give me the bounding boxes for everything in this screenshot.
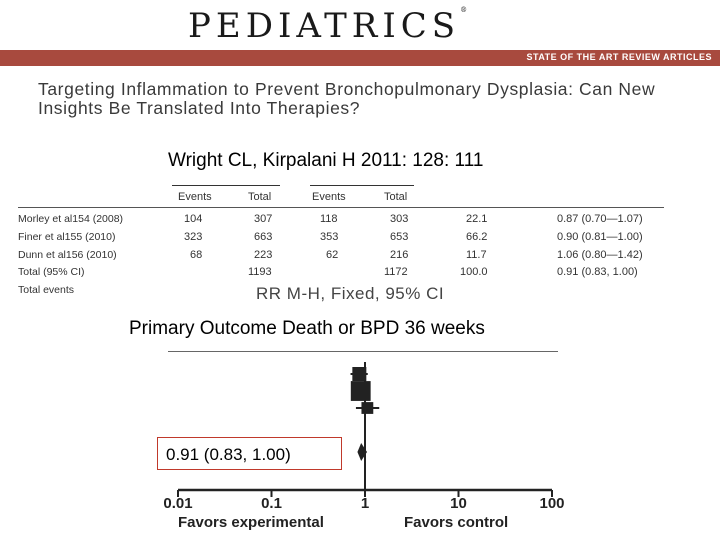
table-rule [18, 207, 664, 208]
events-exp: 323 [184, 231, 203, 243]
citation: Wright CL, Kirpalani H 2011: 128: 111 [168, 150, 484, 171]
journal-logo: PEDIATRICS® [188, 6, 467, 46]
study-point [361, 402, 374, 414]
risk-ratio: 0.91 (0.83, 1.00) [557, 266, 638, 278]
total-ctl: 216 [390, 249, 409, 261]
col-events-2: Events [312, 191, 346, 203]
weight: 66.2 [466, 231, 488, 243]
events-exp: 68 [190, 249, 203, 261]
events-ctl: 62 [326, 249, 339, 261]
registered-mark: ® [460, 6, 468, 14]
weight: 100.0 [460, 266, 488, 278]
outcome-title: Primary Outcome Death or BPD 36 weeks [129, 318, 485, 339]
section-label: STATE OF THE ART REVIEW ARTICLES [526, 52, 712, 62]
events-ctl: 353 [320, 231, 339, 243]
total-exp: 223 [254, 249, 273, 261]
tick-label: 1 [361, 495, 369, 512]
tick-label: 100 [539, 495, 564, 512]
tick-label: 0.01 [163, 495, 192, 512]
weight: 22.1 [466, 213, 488, 225]
study-point [352, 367, 367, 381]
journal-name: PEDIATRICS [188, 6, 461, 46]
study-name: Finer et al155 (2010) [18, 231, 116, 243]
events-ctl: 118 [320, 213, 338, 225]
col-total-1: Total [248, 191, 272, 203]
study-name: Total (95% CI) [18, 266, 85, 278]
header-band [0, 50, 720, 66]
article-title: Targeting Inflammation to Prevent Bronch… [38, 79, 656, 118]
col-total-2: Total [384, 191, 408, 203]
pooled-diamond [357, 443, 367, 461]
weight: 11.7 [466, 249, 487, 261]
pooled-estimate-label: 0.91 (0.83, 1.00) [166, 445, 291, 464]
favors-control-label: Favors control [404, 514, 508, 531]
group-rule-control [310, 185, 414, 186]
risk-ratio: 0.87 (0.70—1.07) [557, 213, 643, 225]
rr-header: RR M-H, Fixed, 95% CI [256, 284, 445, 303]
tick-label: 10 [450, 495, 467, 512]
total-events-label: Total events [18, 284, 75, 296]
total-ctl: 303 [390, 213, 409, 225]
outcome-rule [168, 351, 558, 352]
axis-ticks: 0.01 0.1 1 10 100 [163, 490, 565, 512]
total-exp: 307 [254, 213, 273, 225]
total-ctl: 653 [390, 231, 409, 243]
total-exp: 663 [254, 231, 273, 243]
total-exp: 1193 [248, 266, 272, 278]
favors-experimental-label: Favors experimental [178, 514, 324, 531]
study-name: Morley et al154 (2008) [18, 213, 124, 225]
risk-ratio: 1.06 (0.80—1.42) [557, 249, 643, 261]
study-point [350, 381, 371, 401]
tick-label: 0.1 [261, 495, 282, 512]
group-rule-experimental [172, 185, 280, 186]
pooled-estimate-box: 0.91 (0.83, 1.00) [157, 437, 342, 470]
total-ctl: 1172 [384, 266, 408, 278]
study-markers [350, 367, 380, 414]
risk-ratio: 0.90 (0.81—1.00) [557, 231, 643, 243]
study-name: Dunn et al156 (2010) [18, 249, 117, 261]
events-exp: 104 [184, 213, 203, 225]
col-events-1: Events [178, 191, 212, 203]
